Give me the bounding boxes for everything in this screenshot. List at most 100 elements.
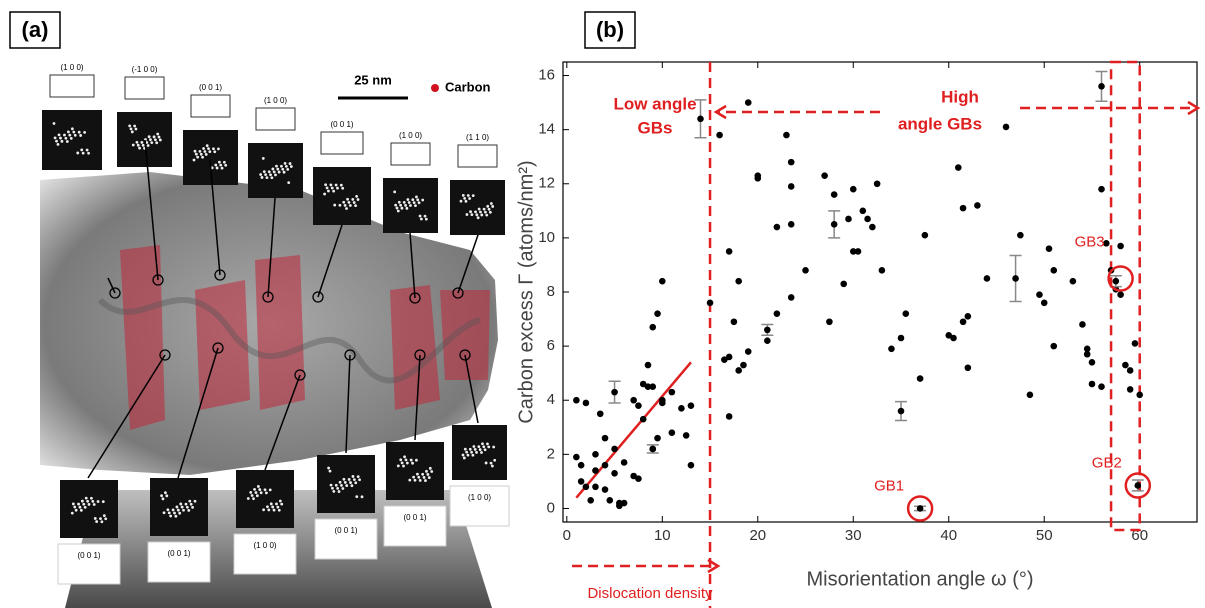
pointer	[209, 159, 221, 276]
data-point	[764, 337, 771, 345]
data-point	[840, 280, 848, 288]
data-point	[644, 361, 652, 369]
data-point	[787, 183, 795, 190]
index-box	[190, 94, 231, 118]
diffraction-spot	[356, 475, 360, 479]
diffraction-spot	[202, 147, 205, 150]
data-point	[682, 432, 690, 439]
diffraction-spot	[323, 192, 326, 196]
data-point	[1098, 383, 1105, 391]
diffraction-spot	[472, 445, 476, 448]
diffraction-spot	[479, 210, 482, 214]
diffraction-spot	[341, 186, 345, 190]
y-tick-label: 4	[547, 391, 555, 408]
diffraction-spot	[134, 127, 138, 131]
data-point	[735, 367, 742, 374]
data-point	[1131, 340, 1139, 347]
dislocation-label: Dislocation density	[587, 585, 713, 602]
diffraction-spot	[262, 508, 266, 512]
diffraction-spot	[100, 520, 104, 524]
diffraction-spot	[165, 494, 169, 498]
diffraction-inset	[452, 425, 507, 480]
data-point	[730, 318, 738, 326]
diffraction-spot	[250, 494, 254, 497]
diffraction-spot	[83, 505, 87, 509]
data-point	[849, 185, 857, 193]
data-point	[639, 415, 647, 423]
data-point	[706, 299, 714, 307]
diffraction-spot	[72, 130, 76, 134]
diffraction-spot	[332, 489, 336, 493]
data-point	[754, 172, 762, 179]
diffraction-spot	[215, 166, 219, 170]
data-point	[1017, 231, 1024, 239]
data-point	[897, 334, 905, 342]
diffraction-spot	[428, 466, 432, 470]
diffraction-spot	[475, 213, 479, 217]
diffraction-spot	[421, 472, 425, 476]
error-point	[697, 115, 704, 123]
data-point	[878, 267, 886, 274]
pointer	[457, 234, 479, 294]
diffraction-spot	[354, 204, 357, 208]
x-tick-label: 40	[940, 527, 957, 544]
diffraction-spot	[406, 198, 410, 201]
diffraction-spot	[355, 495, 359, 499]
diffraction-spot	[487, 207, 491, 211]
diffraction-spot	[346, 197, 349, 201]
diffraction-spot	[477, 445, 481, 449]
diffraction-spot	[400, 206, 404, 210]
diffraction-spot	[83, 130, 86, 134]
location	[152, 274, 164, 286]
index-box	[320, 131, 364, 155]
diffraction-spot	[262, 170, 266, 174]
diffraction-spot	[79, 508, 83, 512]
diffraction-spot	[466, 194, 470, 197]
diffraction-spot	[281, 167, 285, 171]
diffraction-spot	[138, 146, 141, 150]
diffraction-spot	[400, 461, 404, 465]
diffraction-inset	[317, 455, 375, 513]
diffraction-spot	[270, 176, 274, 180]
data-point	[649, 323, 657, 331]
diffraction-spot	[342, 200, 346, 204]
diffraction-spot	[488, 210, 492, 214]
diffraction-spot	[280, 164, 283, 168]
diffraction-spot	[355, 195, 359, 198]
diffraction-spot	[246, 497, 250, 500]
x-tick-label: 30	[845, 527, 862, 544]
diffraction-spot	[212, 147, 215, 151]
diffraction-spot	[78, 505, 82, 509]
diffraction-spot	[356, 198, 360, 201]
scale-bar-label: 25 nm	[354, 72, 392, 87]
diffraction-spot	[424, 479, 427, 482]
data-point	[630, 396, 637, 404]
diffraction-spot	[188, 499, 192, 503]
diffraction-spot	[67, 130, 70, 134]
diffraction-spot	[405, 461, 409, 465]
panel-label: (b)	[596, 17, 624, 42]
diffraction-spot	[352, 478, 356, 481]
data-point	[1026, 391, 1034, 399]
diffraction-spot	[259, 173, 263, 176]
diffraction-spot	[485, 213, 489, 217]
diffraction-spot	[73, 505, 77, 509]
highlight-label: GB2	[1092, 454, 1122, 471]
diffraction-spot	[470, 450, 473, 454]
index-label: (0 0 1)	[199, 83, 222, 92]
diffraction-spot	[189, 502, 193, 506]
diffraction-spot	[491, 205, 495, 208]
index-box	[49, 74, 95, 98]
diffraction-spot	[193, 149, 197, 153]
diffraction-spot	[101, 500, 105, 504]
diffraction-spot	[461, 193, 465, 197]
data-point	[873, 180, 881, 188]
diffraction-spot	[92, 503, 96, 506]
diffraction-spot	[280, 502, 284, 506]
diffraction-spot	[222, 160, 226, 164]
diffraction-spot	[102, 514, 106, 518]
data-point	[1126, 367, 1134, 374]
data-point	[659, 399, 666, 407]
data-point	[954, 164, 962, 171]
data-point	[601, 434, 609, 442]
